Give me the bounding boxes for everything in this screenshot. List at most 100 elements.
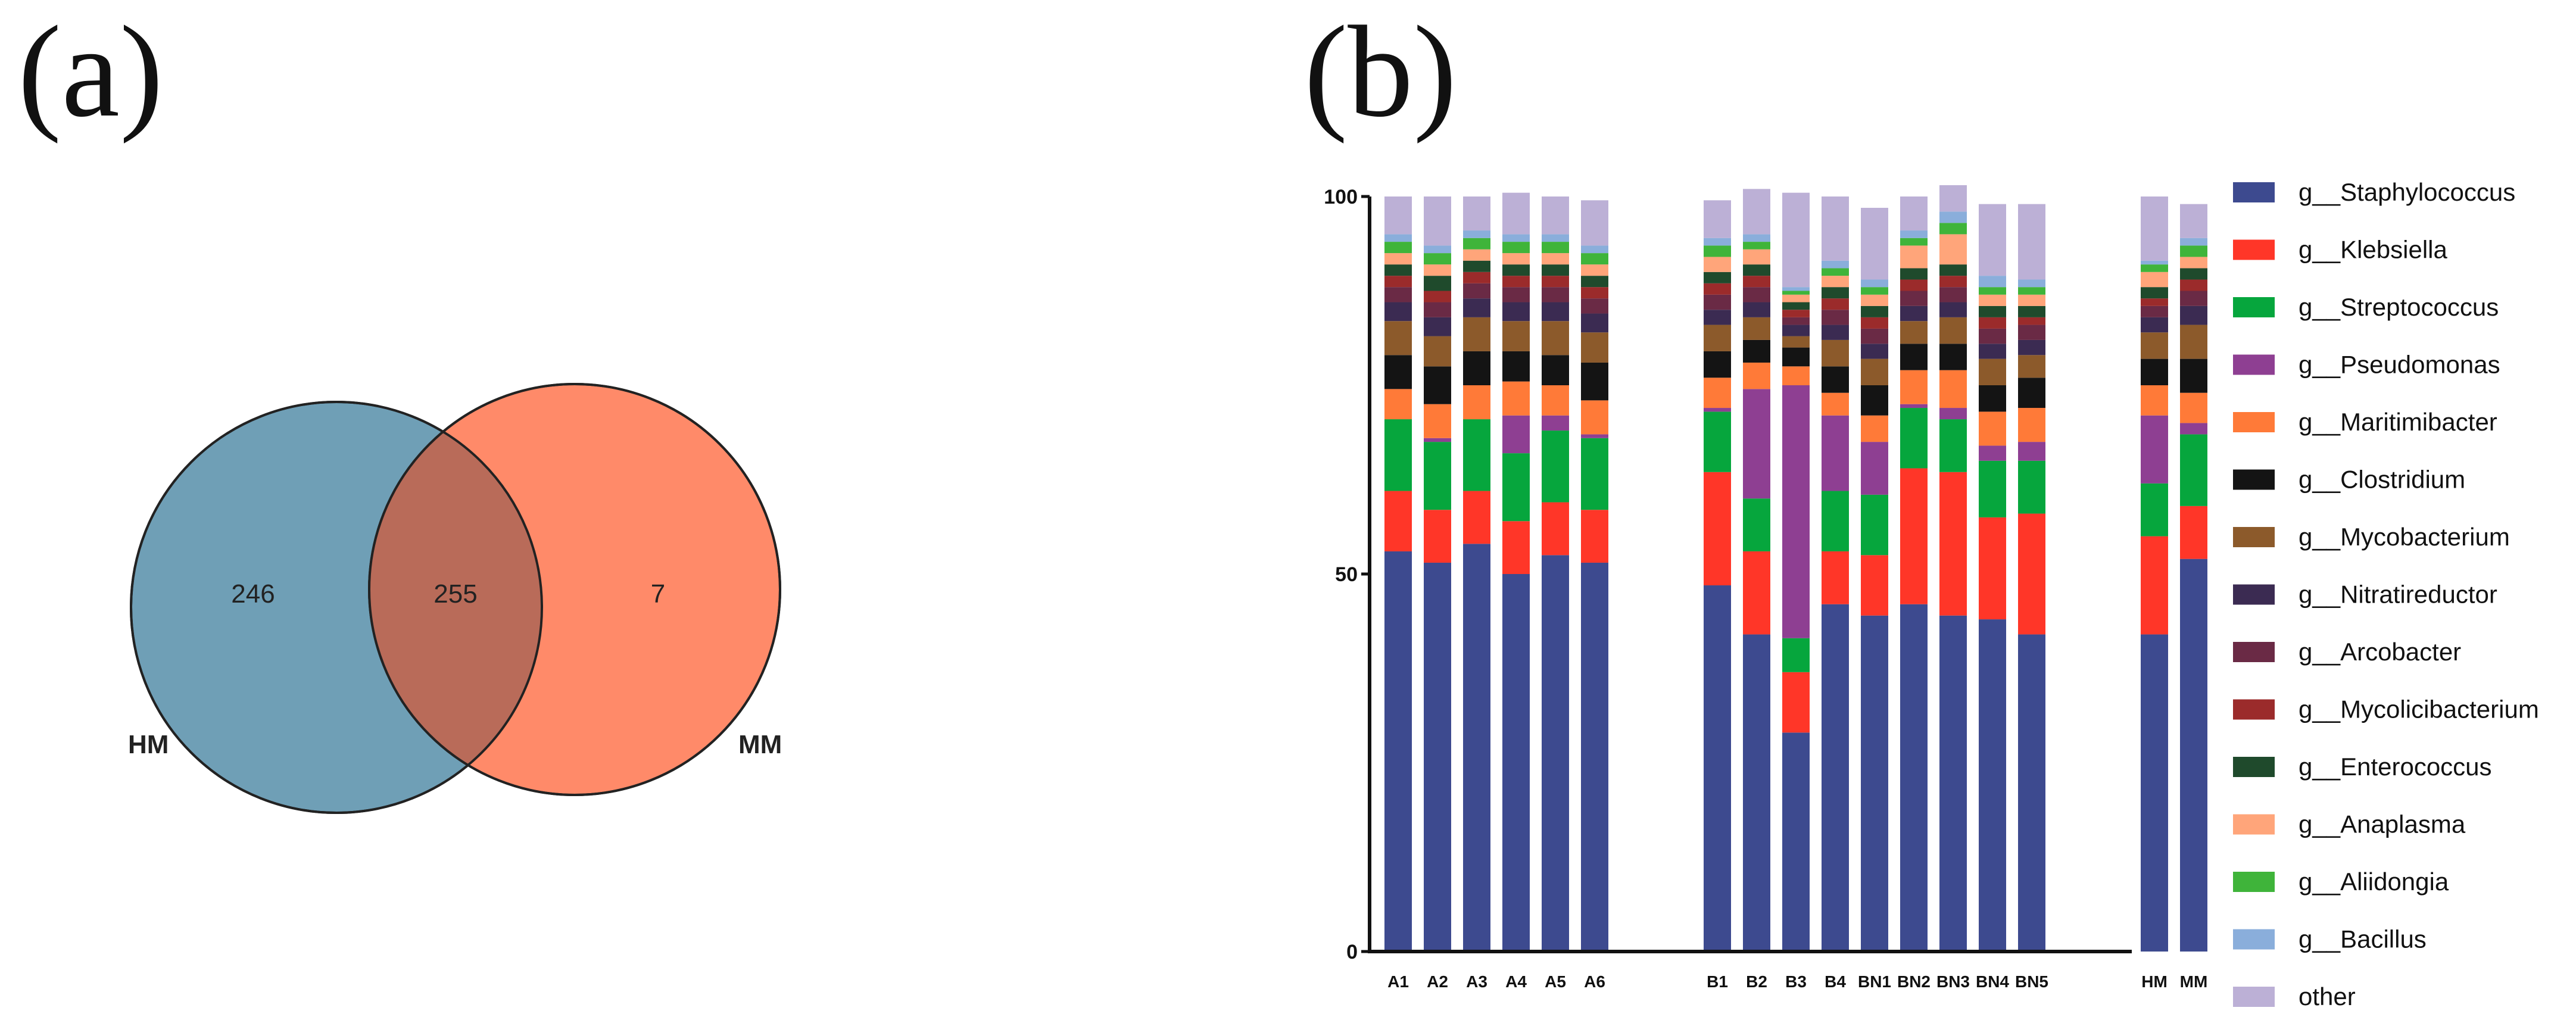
bar-segment-a1-g-streptococcus — [1384, 419, 1412, 491]
bar-segment-b2-g-bacillus — [1743, 234, 1770, 242]
bar-segment-bn4-g-streptococcus — [1979, 460, 2006, 517]
bar-segment-b4-g-staphylococcus — [1822, 604, 1849, 952]
x-tick-label-a4: A4 — [1505, 972, 1527, 991]
bar-segment-a4-g-staphylococcus — [1502, 574, 1530, 952]
bar-segment-b3-g-maritimibacter — [1782, 366, 1810, 385]
x-tick-label-b3: B3 — [1785, 972, 1807, 991]
bar-segment-bn2-g-enterococcus — [1900, 268, 1928, 280]
bar-segment-a6-g-mycobacterium — [1581, 332, 1608, 363]
bar-segment-bn3-g-pseudomonas — [1939, 408, 1967, 420]
bar-segment-bn4-g-enterococcus — [1979, 305, 2006, 317]
bar-segment-b1-g-enterococcus — [1704, 272, 1731, 283]
bar-segment-b2-g-enterococcus — [1743, 264, 1770, 276]
x-tick-label-a2: A2 — [1427, 972, 1448, 991]
y-tick-label-100: 100 — [1324, 186, 1358, 208]
bar-segment-a1-g-staphylococcus — [1384, 551, 1412, 952]
bar-segment-b4-g-anaplasma — [1822, 276, 1849, 288]
bar-segment-a3-g-streptococcus — [1463, 419, 1490, 491]
bar-segment-bn3-g-enterococcus — [1939, 264, 1967, 276]
bar-segment-bn5-g-mycolicibacterium — [2018, 317, 2045, 325]
bar-segment-b3-g-streptococcus — [1782, 638, 1810, 672]
bar-segment-a6-g-nitratireductor — [1581, 313, 1608, 333]
bar-segment-b2-g-staphylococcus — [1743, 634, 1770, 952]
bar-segment-b2-g-nitratireductor — [1743, 302, 1770, 317]
bar-segment-b2-g-anaplasma — [1743, 249, 1770, 265]
bar-segment-bn1-g-mycolicibacterium — [1861, 317, 1888, 329]
bar-segment-hm-g-mycolicibacterium — [2141, 298, 2168, 306]
bar-segment-b3-g-pseudomonas — [1782, 385, 1810, 638]
bar-segment-a1-g-arcobacter — [1384, 287, 1412, 302]
bar-segment-a5-g-aliidongia — [1542, 242, 1569, 254]
legend-swatch-g-nitratireductor — [2233, 584, 2275, 605]
bar-segment-bn1-g-mycobacterium — [1861, 358, 1888, 385]
legend-label-g-mycolicibacterium: g__Mycolicibacterium — [2299, 695, 2539, 723]
bar-segment-bn1-g-enterococcus — [1861, 305, 1888, 317]
bar-segment-bn3-other — [1939, 185, 1967, 212]
bar-segment-b4-g-klebsiella — [1822, 551, 1849, 604]
bar-segment-a5-g-mycobacterium — [1542, 321, 1569, 355]
bar-segment-bn2-g-nitratireductor — [1900, 305, 1928, 322]
bar-segment-a3-g-mycobacterium — [1463, 317, 1490, 351]
bar-segment-b4-g-mycolicibacterium — [1822, 298, 1849, 310]
x-tick-label-a3: A3 — [1466, 972, 1487, 991]
bar-segment-a2-g-anaplasma — [1424, 264, 1451, 276]
bar-segment-b3-g-aliidongia — [1782, 291, 1810, 295]
bar-segment-bn3-g-mycobacterium — [1939, 317, 1967, 344]
legend-label-g-maritimibacter: g__Maritimibacter — [2299, 408, 2497, 436]
bar-segment-b1-g-bacillus — [1704, 238, 1731, 246]
bar-segment-bn4-g-staphylococcus — [1979, 619, 2006, 952]
bar-segment-mm-g-nitratireductor — [2180, 305, 2207, 325]
bar-segment-mm-g-maritimibacter — [2180, 392, 2207, 423]
bar-segment-bn2-g-klebsiella — [1900, 468, 1928, 604]
bar-segment-bn4-g-nitratireductor — [1979, 344, 2006, 359]
bar-segment-b1-g-nitratireductor — [1704, 310, 1731, 325]
bar-segment-a1-g-enterococcus — [1384, 264, 1412, 276]
legend-label-g-aliidongia: g__Aliidongia — [2299, 868, 2449, 896]
legend-label-g-mycobacterium: g__Mycobacterium — [2299, 523, 2510, 551]
bar-segment-a5-g-arcobacter — [1542, 287, 1569, 302]
bar-segment-a4-g-streptococcus — [1502, 453, 1530, 522]
bar-segment-mm-other — [2180, 204, 2207, 238]
legend-swatch-g-clostridium — [2233, 469, 2275, 490]
bar-segment-bn3-g-streptococcus — [1939, 419, 1967, 472]
bar-segment-a4-g-aliidongia — [1502, 242, 1530, 254]
legend-swatch-g-arcobacter — [2233, 642, 2275, 662]
bar-segment-bn5-g-clostridium — [2018, 378, 2045, 408]
bar-segment-bn3-g-aliidongia — [1939, 223, 1967, 235]
bar-segment-b1-g-pseudomonas — [1704, 408, 1731, 412]
bar-segment-bn5-g-anaplasma — [2018, 294, 2045, 306]
bar-segment-b2-g-mycobacterium — [1743, 317, 1770, 340]
bar-segment-hm-g-anaplasma — [2141, 272, 2168, 288]
bar-segment-bn3-g-clostridium — [1939, 344, 1967, 370]
bar-segment-bn5-g-maritimibacter — [2018, 408, 2045, 442]
bar-segment-a6-g-bacillus — [1581, 245, 1608, 254]
bar-segment-hm-g-enterococcus — [2141, 287, 2168, 299]
bar-segment-mm-g-pseudomonas — [2180, 423, 2207, 435]
bar-segment-hm-g-maritimibacter — [2141, 385, 2168, 416]
bar-segment-bn4-g-anaplasma — [1979, 294, 2006, 306]
bar-segment-a1-g-mycobacterium — [1384, 321, 1412, 355]
bar-segment-b1-g-staphylococcus — [1704, 585, 1731, 952]
bar-segment-a2-g-clostridium — [1424, 366, 1451, 404]
bar-segment-mm-g-bacillus — [2180, 238, 2207, 246]
bar-segment-bn3-g-klebsiella — [1939, 472, 1967, 616]
legend-label-other: other — [2299, 982, 2356, 1010]
bar-segment-mm-g-streptococcus — [2180, 434, 2207, 506]
venn-overlap — [369, 402, 542, 795]
bar-segment-a6-g-streptococcus — [1581, 438, 1608, 510]
stacked-bar-chart: A1 A2 A3 A4 A5 A6 B1 B2 B3 B4 BN1 BN2 BN3 BN4 BN5 HM MM 0… — [1324, 178, 2539, 1010]
bar-segment-a4-g-klebsiella — [1502, 521, 1530, 574]
bar-segment-a2-g-pseudomonas — [1424, 438, 1451, 442]
venn-right-count: 7 — [651, 579, 665, 609]
bar-segment-a5-g-maritimibacter — [1542, 385, 1569, 416]
x-tick-label-b1: B1 — [1707, 972, 1728, 991]
bar-segment-a3-g-anaplasma — [1463, 249, 1490, 261]
bar-segment-a5-g-pseudomonas — [1542, 415, 1569, 431]
bar-segment-b4-g-pseudomonas — [1822, 415, 1849, 491]
bar-segment-b2-g-mycolicibacterium — [1743, 276, 1770, 288]
bar-segment-bn2-g-mycobacterium — [1900, 321, 1928, 344]
bar-segment-a4-g-clostridium — [1502, 351, 1530, 382]
bar-segment-b4-other — [1822, 196, 1849, 261]
bar-segment-bn2-g-clostridium — [1900, 344, 1928, 370]
bar-segment-bn3-g-maritimibacter — [1939, 370, 1967, 408]
